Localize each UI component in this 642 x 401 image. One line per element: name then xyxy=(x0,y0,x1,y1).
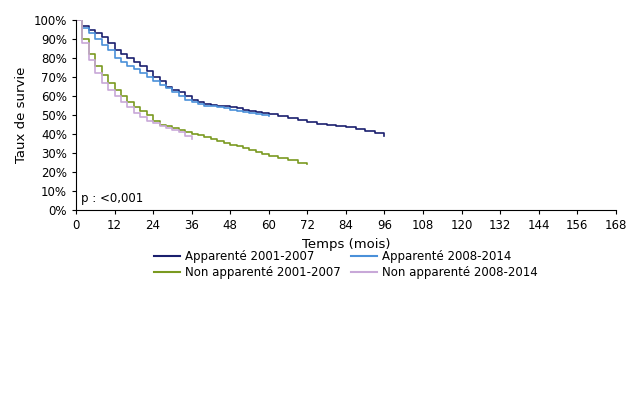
X-axis label: Temps (mois): Temps (mois) xyxy=(302,238,390,251)
Legend: Apparenté 2001-2007, Non apparenté 2001-2007, Apparenté 2008-2014, Non apparenté: Apparenté 2001-2007, Non apparenté 2001-… xyxy=(149,245,543,284)
Y-axis label: Taux de survie: Taux de survie xyxy=(15,67,28,163)
Text: p : <0,001: p : <0,001 xyxy=(81,192,143,205)
